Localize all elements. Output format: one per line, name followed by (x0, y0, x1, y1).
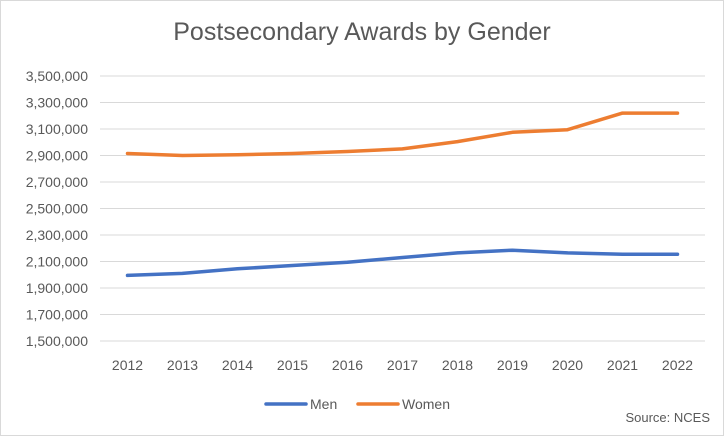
series-line-men (125, 248, 680, 278)
y-axis-ticks: 1,500,000 1,700,000 1,900,000 2,100,000 2,30… (26, 68, 88, 349)
x-tick-label: 2015 (277, 357, 308, 373)
data-point-women (346, 150, 349, 154)
x-tick-label: 2021 (607, 357, 638, 373)
data-point-men (346, 260, 349, 264)
y-tick-label: 2,100,000 (26, 254, 88, 270)
y-tick-label: 1,700,000 (26, 307, 88, 323)
chart-title: Postsecondary Awards by Gender (173, 18, 551, 46)
x-tick-label: 2019 (497, 357, 528, 373)
gridlines (100, 75, 705, 342)
source-note: Source: NCES (625, 410, 710, 425)
data-point-women (236, 153, 239, 157)
x-tick-label: 2020 (552, 357, 583, 373)
x-tick-label: 2016 (332, 357, 363, 373)
x-tick-label: 2014 (222, 357, 253, 373)
y-tick-label: 3,100,000 (26, 121, 88, 137)
data-point-men (236, 267, 239, 271)
data-point-women (181, 154, 184, 157)
data-point-men (511, 248, 514, 252)
data-point-men (181, 271, 184, 275)
data-point-men (456, 251, 459, 255)
data-point-men (621, 252, 624, 256)
series-lines (125, 111, 680, 278)
y-tick-label: 2,700,000 (26, 174, 88, 190)
legend-label-men: Men (310, 396, 337, 412)
data-point-women (621, 111, 624, 115)
x-tick-label: 2018 (442, 357, 473, 373)
x-tick-label: 2013 (167, 357, 198, 373)
y-tick-label: 3,300,000 (26, 95, 88, 111)
data-point-women (401, 147, 404, 151)
y-tick-label: 2,300,000 (26, 227, 88, 243)
x-axis-ticks: 2012 2013 2014 2015 2016 2017 2018 2019 2020 2021… (112, 357, 693, 373)
x-tick-label: 2012 (112, 357, 143, 373)
legend: Men Women (264, 396, 450, 412)
y-tick-label: 3,500,000 (26, 68, 88, 84)
y-tick-label: 2,900,000 (26, 148, 88, 164)
data-point-women (456, 140, 459, 144)
data-point-men (401, 256, 404, 260)
data-point-men (676, 252, 679, 256)
legend-label-women: Women (402, 396, 450, 412)
data-point-men (566, 251, 569, 255)
data-point-women (291, 152, 294, 156)
x-tick-label: 2017 (387, 357, 418, 373)
data-point-women (126, 152, 129, 156)
data-point-men (291, 263, 294, 267)
x-tick-label: 2022 (662, 357, 693, 373)
y-tick-label: 1,500,000 (26, 333, 88, 349)
data-point-women (511, 130, 514, 134)
data-point-women (676, 111, 679, 115)
y-tick-label: 1,900,000 (26, 280, 88, 296)
data-point-women (566, 128, 569, 132)
y-tick-label: 2,500,000 (26, 201, 88, 217)
data-point-men (126, 273, 129, 277)
